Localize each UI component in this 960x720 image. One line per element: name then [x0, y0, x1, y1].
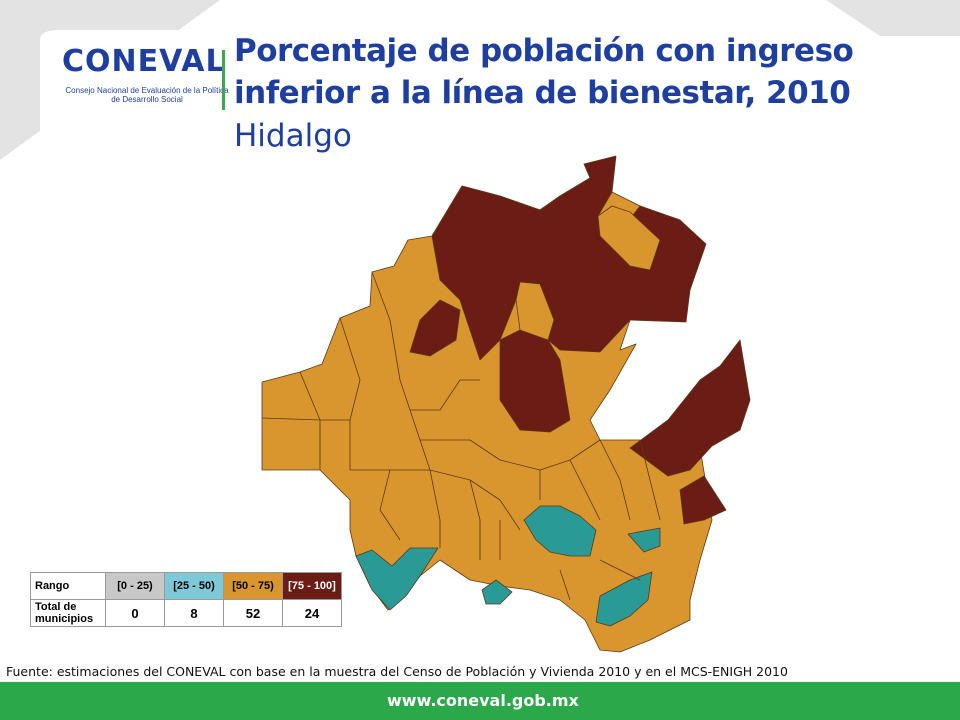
- legend-count-2: 52: [223, 599, 283, 627]
- legend-count-0: 0: [105, 599, 165, 627]
- map-region-s-teal-small: [481, 579, 513, 605]
- legend-count-1: 8: [164, 599, 224, 627]
- logo-subtitle: Consejo Nacional de Evaluación de la Pol…: [65, 86, 229, 104]
- map-region-center-teal: [523, 505, 597, 557]
- map-region-sw-teal: [355, 547, 439, 611]
- legend-row-label-count: Total de municipios: [30, 599, 106, 627]
- map-region-e-teal: [627, 527, 661, 553]
- map-region-se-teal: [595, 571, 653, 627]
- title-accent-bar: [222, 50, 225, 110]
- source-note: Fuente: estimaciones del CONEVAL con bas…: [6, 664, 788, 679]
- map-region-east-brown: [629, 339, 751, 477]
- legend-range-0: [0 - 25): [105, 572, 165, 600]
- legend-range-3: [75 - 100]: [282, 572, 342, 600]
- footer-bar: www.coneval.gob.mx: [0, 682, 960, 720]
- legend-range-1: [25 - 50): [164, 572, 224, 600]
- footer-url-link[interactable]: www.coneval.gob.mx: [387, 691, 579, 710]
- map-region-west-brown: [409, 299, 461, 357]
- page-subtitle: Hidalgo: [234, 118, 352, 154]
- map-region-east-brown-2: [679, 475, 727, 525]
- map-legend-table: Rango [0 - 25) [25 - 50) [50 - 75) [75 -…: [30, 572, 342, 627]
- legend-row-label-range: Rango: [30, 572, 106, 600]
- page-title: Porcentaje de población con ingreso infe…: [234, 33, 854, 111]
- map-region-ne-orange-pocket: [597, 205, 661, 271]
- legend-count-3: 24: [282, 599, 342, 627]
- coneval-logo: CONEVAL Consejo Nacional de Evaluación d…: [44, 30, 229, 140]
- logo-wordmark: CONEVAL: [62, 44, 226, 79]
- legend-range-2: [50 - 75): [223, 572, 283, 600]
- map-region-north-orange-pocket: [515, 281, 555, 341]
- map-region-north-brown: [431, 155, 707, 361]
